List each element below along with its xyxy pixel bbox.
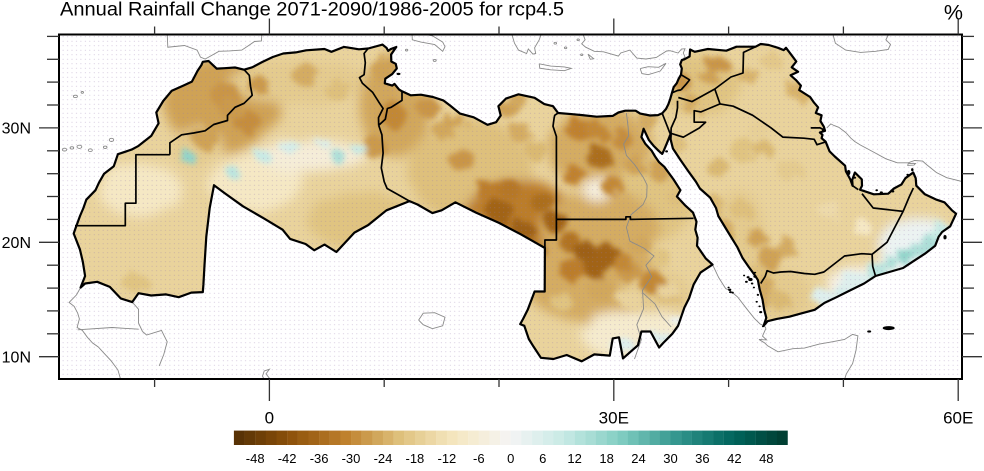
svg-text:60E: 60E	[943, 409, 973, 428]
svg-text:Annual Rainfall Change 2071-20: Annual Rainfall Change 2071-2090/1986-20…	[60, 0, 564, 21]
svg-text:-18: -18	[406, 451, 425, 466]
svg-text:24: 24	[631, 451, 645, 466]
svg-text:30: 30	[663, 451, 677, 466]
svg-text:18: 18	[599, 451, 613, 466]
svg-text:30E: 30E	[599, 409, 629, 428]
svg-text:-42: -42	[278, 451, 297, 466]
svg-text:6: 6	[539, 451, 546, 466]
svg-text:48: 48	[759, 451, 773, 466]
svg-text:12: 12	[567, 451, 581, 466]
svg-text:10N: 10N	[2, 350, 31, 367]
svg-text:-48: -48	[246, 451, 265, 466]
svg-text:30N: 30N	[2, 121, 31, 138]
svg-text:-36: -36	[310, 451, 329, 466]
svg-text:-24: -24	[374, 451, 393, 466]
svg-text:0: 0	[265, 409, 274, 428]
svg-text:42: 42	[727, 451, 741, 466]
svg-text:%: %	[944, 0, 963, 24]
svg-text:-30: -30	[342, 451, 361, 466]
svg-text:20N: 20N	[2, 235, 31, 252]
svg-text:36: 36	[695, 451, 709, 466]
svg-text:-12: -12	[438, 451, 457, 466]
svg-text:-6: -6	[473, 451, 485, 466]
svg-text:0: 0	[507, 451, 514, 466]
